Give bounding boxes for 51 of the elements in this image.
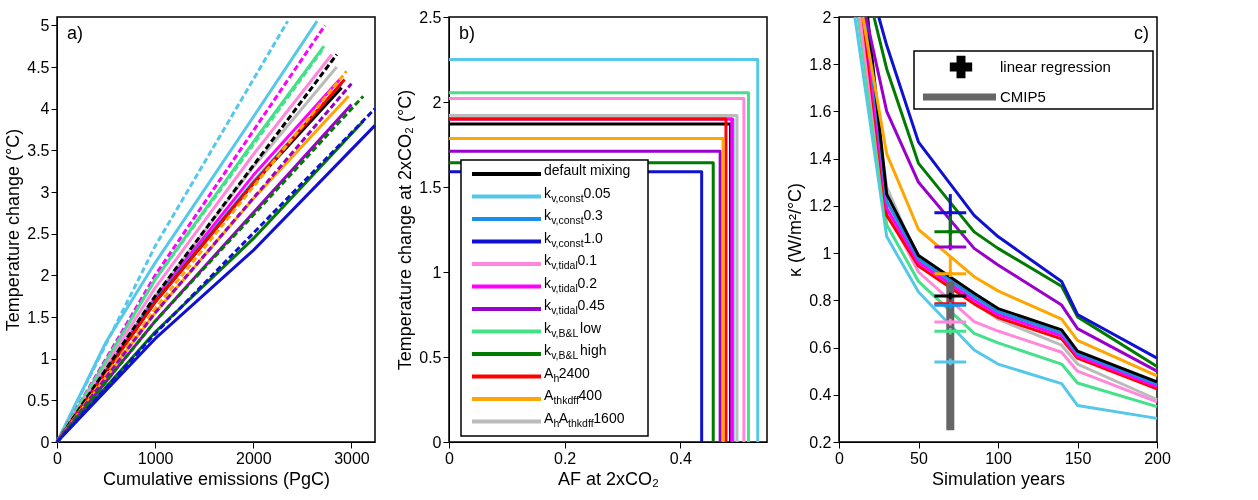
legend-label: CMIP5 xyxy=(1000,88,1046,105)
y-tick-label: 2 xyxy=(432,93,442,111)
y-tick-label: 1.8 xyxy=(809,55,832,73)
y-tick-label: 0.5 xyxy=(419,348,442,366)
x-tick-label: 0 xyxy=(835,449,845,467)
y-axis-title: κ (W/m²/°C) xyxy=(785,182,806,278)
y-tick-label: 2 xyxy=(822,8,832,26)
y-tick-label: 1 xyxy=(40,350,50,368)
x-tick-label: 0.2 xyxy=(554,449,577,467)
annotation: b) xyxy=(459,23,476,43)
y-tick-label: 0.2 xyxy=(809,433,832,451)
x-tick-label: 150 xyxy=(1064,449,1092,467)
y-tick-label: 0.8 xyxy=(809,291,832,309)
y-tick-label: 1 xyxy=(822,244,832,262)
x-axis-title: Simulation years xyxy=(931,468,1066,489)
y-tick-label: 4 xyxy=(40,100,50,118)
x-tick-label: 2000 xyxy=(236,449,272,467)
y-tick-label: 2.5 xyxy=(419,8,442,26)
y-axis-title: Temperature change at 2xCO₂ (°C) xyxy=(395,89,416,371)
x-tick-label: 0.4 xyxy=(669,449,692,467)
y-tick-label: 2.5 xyxy=(27,225,50,243)
x-axis-title: Cumulative emissions (PgC) xyxy=(102,468,331,489)
y-tick-label: 3 xyxy=(40,183,50,201)
y-tick-label: 1.2 xyxy=(809,197,832,215)
y-tick-label: 4.5 xyxy=(27,58,50,76)
y-tick-label: 2 xyxy=(40,266,50,284)
x-tick-label: 50 xyxy=(910,449,928,467)
y-tick-label: 0.5 xyxy=(27,391,50,409)
y-tick-label: 0 xyxy=(432,433,442,451)
y-tick-label: 1.4 xyxy=(809,150,832,168)
x-tick-label: 3000 xyxy=(334,449,370,467)
y-tick-label: 1 xyxy=(432,263,442,281)
y-tick-label: 5 xyxy=(40,16,50,34)
x-tick-label: 1000 xyxy=(137,449,174,467)
legend-label: linear regression xyxy=(1000,58,1111,75)
legend-label: default mixing xyxy=(544,162,631,178)
y-tick-label: 3.5 xyxy=(27,141,50,159)
x-tick-label: 0 xyxy=(53,449,63,467)
y-tick-label: 0.4 xyxy=(809,386,832,404)
annotation: a) xyxy=(67,23,84,43)
y-axis-title: Temperature change (°C) xyxy=(3,128,24,332)
x-tick-label: 200 xyxy=(1144,449,1171,467)
x-tick-label: 100 xyxy=(985,449,1012,467)
y-tick-label: 1.5 xyxy=(27,308,50,326)
y-tick-label: 1.6 xyxy=(809,102,832,120)
x-tick-label: 0 xyxy=(445,449,455,467)
y-tick-label: 0.6 xyxy=(809,339,832,357)
y-tick-label: 1.5 xyxy=(419,178,442,196)
y-tick-label: 0 xyxy=(40,433,50,451)
x-axis-title: AF at 2xCO₂ xyxy=(557,468,660,489)
annotation: c) xyxy=(1134,23,1149,43)
